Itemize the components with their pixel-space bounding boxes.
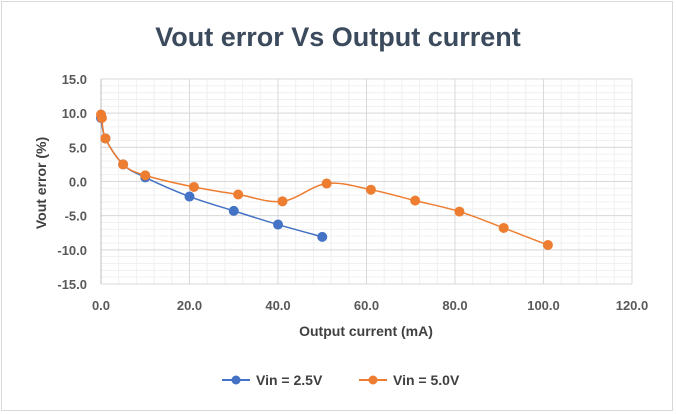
legend-label: Vin = 5.0V xyxy=(393,372,460,388)
y-tick-label: -10.0 xyxy=(57,243,87,258)
y-tick-label: -15.0 xyxy=(57,277,87,292)
y-tick-label: 5.0 xyxy=(69,140,87,155)
data-point xyxy=(365,184,376,195)
y-tick-label: -5.0 xyxy=(65,209,87,224)
x-tick-label: 60.0 xyxy=(354,298,379,313)
legend-label: Vin = 2.5V xyxy=(256,372,323,388)
y-tick-label: 10.0 xyxy=(62,106,87,121)
legend: Vin = 2.5V Vin = 5.0V xyxy=(222,372,460,388)
legend-item-1: Vin = 2.5V xyxy=(222,372,323,388)
x-tick-label: 20.0 xyxy=(177,298,202,313)
data-point xyxy=(542,240,553,251)
x-tick-label: 40.0 xyxy=(265,298,290,313)
data-point xyxy=(410,195,421,206)
chart-title: Vout error Vs Output current xyxy=(155,22,521,52)
data-point xyxy=(188,181,199,192)
data-point xyxy=(184,191,195,202)
data-point xyxy=(317,231,328,242)
data-point xyxy=(100,133,111,144)
y-axis-title: Vout error (%) xyxy=(33,137,49,229)
data-point xyxy=(96,112,107,123)
legend-marker xyxy=(368,375,378,385)
data-point xyxy=(118,159,129,170)
legend-item-2: Vin = 5.0V xyxy=(359,372,460,388)
series-group xyxy=(96,109,553,251)
x-tick-label: 0.0 xyxy=(92,298,110,313)
data-point xyxy=(321,178,332,189)
data-point xyxy=(498,222,509,233)
x-axis-title: Output current (mA) xyxy=(299,323,433,339)
legend-marker xyxy=(231,375,241,385)
data-point xyxy=(140,170,151,181)
data-point xyxy=(454,206,465,217)
data-point xyxy=(233,189,244,200)
series-line xyxy=(100,117,323,238)
x-tick-label: 80.0 xyxy=(442,298,467,313)
grid xyxy=(100,78,633,285)
series-2 xyxy=(96,109,553,251)
x-tick-label: 120.0 xyxy=(616,298,649,313)
data-point xyxy=(277,196,288,207)
data-point xyxy=(273,219,283,230)
y-tick-label: 15.0 xyxy=(62,72,87,87)
y-tick-label: 0.0 xyxy=(69,175,87,190)
x-tick-label: 100.0 xyxy=(527,298,560,313)
data-point xyxy=(228,205,239,216)
